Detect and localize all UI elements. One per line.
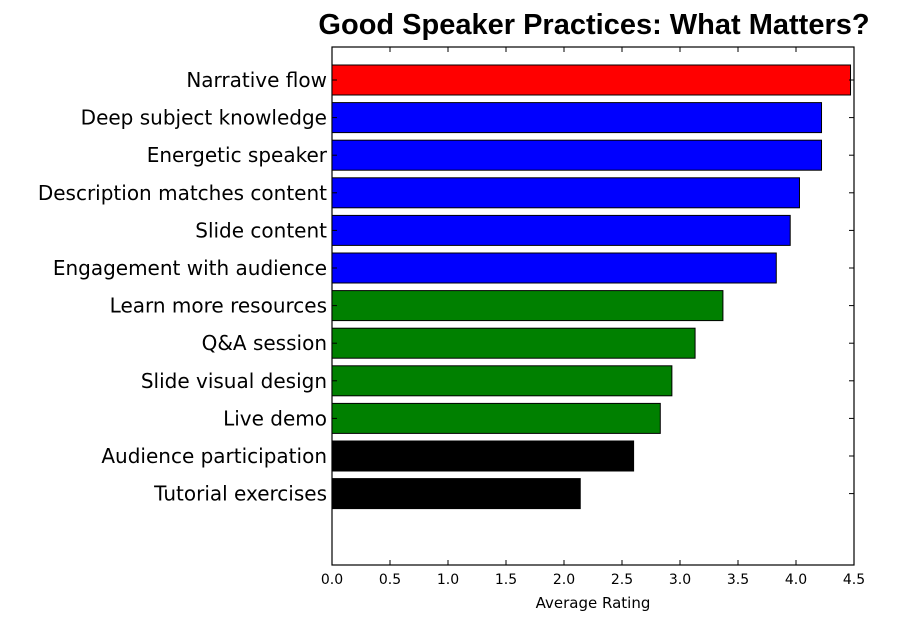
x-axis-label: Average Rating <box>536 594 651 612</box>
bar-7 <box>331 327 696 359</box>
category-label: Description matches content <box>38 181 327 205</box>
bar-5 <box>331 252 777 284</box>
category-label: Live demo <box>223 406 327 430</box>
category-label: Q&A session <box>202 331 327 355</box>
bar-11 <box>331 478 581 510</box>
x-tick-label: 0.5 <box>379 572 401 588</box>
x-tick-label: 4.5 <box>843 572 865 588</box>
bar-1 <box>331 102 823 134</box>
category-label: Deep subject knowledge <box>81 106 327 130</box>
category-label: Engagement with audience <box>53 256 327 280</box>
category-labels: Narrative flow Deep subject knowledge Ener… <box>38 68 328 506</box>
y-axis-ticks <box>332 79 854 495</box>
chart-title: Good Speaker Practices: What Matters? <box>318 9 869 41</box>
x-tick-label: 2.5 <box>611 572 633 588</box>
category-label: Slide content <box>195 218 327 242</box>
bar-10 <box>331 440 635 472</box>
bar-4 <box>331 214 791 246</box>
x-tick-label: 1.5 <box>495 572 517 588</box>
category-label: Narrative flow <box>186 68 327 92</box>
category-label: Tutorial exercises <box>153 482 327 506</box>
x-tick-label: 2.0 <box>553 572 575 588</box>
bar-9 <box>331 402 661 434</box>
bar-6 <box>331 290 724 322</box>
category-label: Slide visual design <box>141 369 327 393</box>
bar-8 <box>331 365 673 397</box>
x-tick-label: 4.0 <box>785 572 807 588</box>
bars-group <box>331 64 852 510</box>
x-tick-label: 3.5 <box>727 572 749 588</box>
category-label: Audience participation <box>101 444 327 468</box>
bar-3 <box>331 177 800 209</box>
x-tick-label: 1.0 <box>437 572 459 588</box>
x-tick-label: 0.0 <box>321 572 343 588</box>
x-tick-label: 3.0 <box>669 572 691 588</box>
bar-0 <box>331 64 852 96</box>
x-axis-ticks: 0.0 0.5 1.0 1.5 2.0 2.5 3.0 3.5 4.0 4.5 <box>321 47 865 588</box>
category-label: Energetic speaker <box>147 143 328 167</box>
category-label: Learn more resources <box>110 294 327 318</box>
bar-2 <box>331 139 823 171</box>
